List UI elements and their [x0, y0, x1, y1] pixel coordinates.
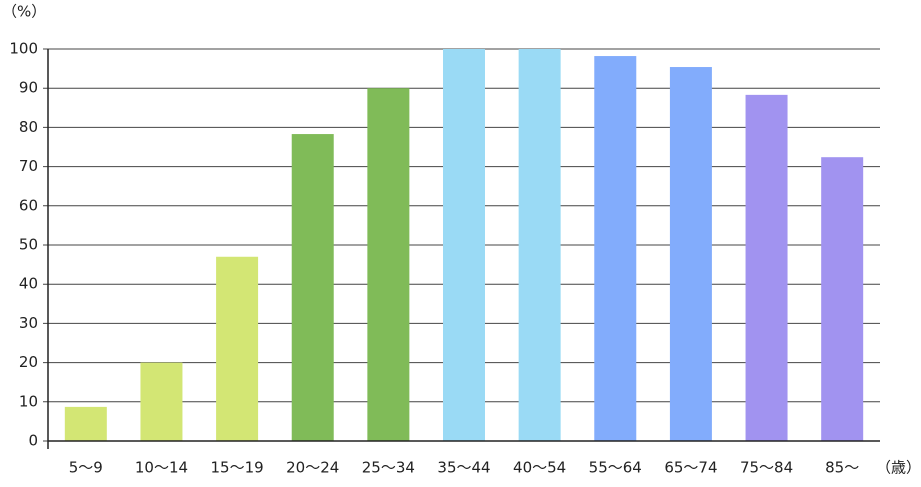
- x-tick-label: 10～14: [135, 459, 188, 477]
- x-tick-label: 25～34: [362, 459, 415, 477]
- bar: [291, 134, 334, 441]
- bar: [367, 88, 410, 441]
- y-tick-label: 80: [19, 118, 38, 136]
- y-tick-label: 100: [9, 40, 38, 58]
- bar: [140, 362, 183, 441]
- x-tick-label: 20～24: [286, 459, 339, 477]
- bar: [821, 157, 864, 441]
- x-tick-label: 55～64: [589, 459, 642, 477]
- x-tick-label: 5～9: [69, 459, 103, 477]
- y-tick-label: 50: [19, 236, 38, 254]
- y-tick-label: 30: [19, 314, 38, 332]
- y-tick-label: 70: [19, 157, 38, 175]
- y-tick-label: 90: [19, 79, 38, 97]
- bar: [216, 256, 259, 441]
- bar: [669, 67, 712, 442]
- x-tick-label: 65～74: [664, 459, 717, 477]
- bar: [443, 49, 485, 441]
- x-tick-label: 75～84: [740, 459, 793, 477]
- y-tick-label: 40: [19, 275, 38, 293]
- y-tick-label: 60: [19, 196, 38, 214]
- bar: [745, 94, 788, 441]
- x-tick-label: 15～19: [210, 459, 263, 477]
- y-tick-label: 10: [19, 392, 38, 410]
- bar: [518, 49, 561, 441]
- y-axis-label: （%）: [2, 3, 46, 21]
- bar: [64, 406, 107, 441]
- x-tick-label: 40～54: [513, 459, 566, 477]
- x-tick-label: 35～44: [437, 459, 490, 477]
- y-tick-label: 0: [28, 432, 38, 450]
- x-axis-label: （歳）: [876, 459, 921, 477]
- x-tick-label: 85～: [825, 459, 859, 477]
- bar: [594, 56, 637, 441]
- y-tick-label: 20: [19, 353, 38, 371]
